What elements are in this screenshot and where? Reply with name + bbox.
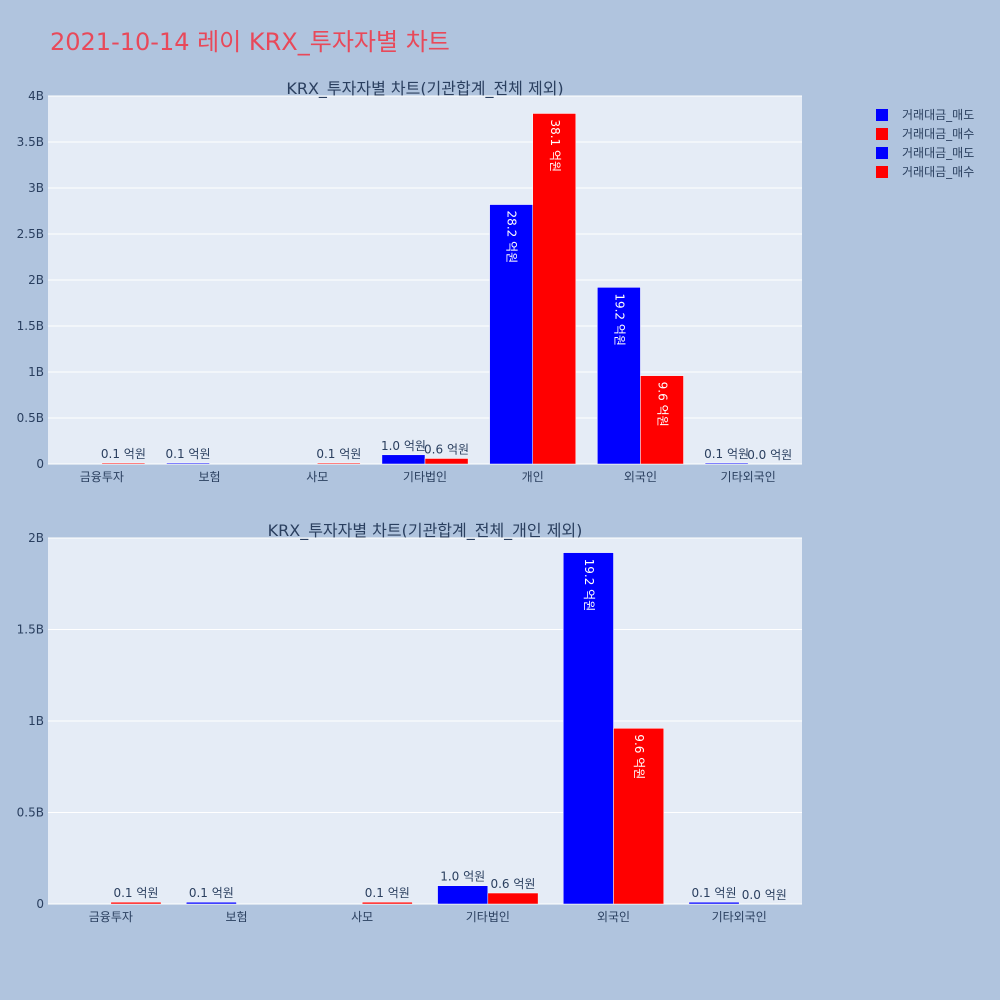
- bar-data-label: 0.1 억원: [113, 886, 158, 900]
- y-tick-label: 0.5B: [17, 806, 44, 820]
- y-tick-label: 4B: [28, 89, 44, 103]
- y-tick-label: 1B: [28, 714, 44, 728]
- x-tick-label: 기타법인: [403, 470, 447, 484]
- bar-data-label: 0.1 억원: [101, 447, 146, 461]
- bar-data-label: 0.1 억원: [189, 886, 234, 900]
- y-tick-label: 3B: [28, 181, 44, 195]
- bar-buy: [487, 892, 539, 905]
- bar-data-label: 0.1 억원: [316, 447, 361, 461]
- bar-data-label: 0.6 억원: [424, 442, 469, 456]
- bar-data-label: 0.0 억원: [747, 448, 792, 462]
- x-tick-label: 금융투자: [80, 470, 124, 484]
- chart-title: KRX_투자자별 차트(기관합계_전체 제외): [286, 79, 563, 99]
- bar-data-label: 19.2 억원: [612, 293, 626, 346]
- bar-data-label: 0.6 억원: [490, 877, 535, 891]
- bar-buy: [640, 375, 684, 465]
- y-tick-label: 2.5B: [17, 227, 44, 241]
- legend-item[interactable]: 거래대금_매수: [902, 165, 974, 179]
- bar-data-label: 1.0 억원: [381, 439, 426, 453]
- bar-buy: [613, 728, 665, 905]
- legend-item[interactable]: 거래대금_매도: [902, 108, 974, 122]
- x-tick-label: 기타외국인: [712, 910, 767, 924]
- y-tick-label: 1B: [28, 365, 44, 379]
- x-tick-label: 사모: [306, 470, 328, 484]
- bar-sell: [489, 204, 533, 465]
- y-tick-label: 3.5B: [17, 135, 44, 149]
- bar-data-label: 28.2 억원: [505, 211, 519, 264]
- bar-sell: [704, 462, 749, 465]
- legend-swatch: [876, 128, 888, 140]
- bar-data-label: 9.6 억원: [632, 734, 646, 779]
- legend-swatch: [876, 166, 888, 178]
- bar-data-label: 0.1 억원: [692, 886, 737, 900]
- bar-sell: [437, 885, 489, 905]
- bar-buy: [101, 462, 146, 465]
- y-tick-label: 0: [36, 897, 44, 911]
- bar-data-label: 9.6 억원: [655, 382, 669, 427]
- bar-buy: [424, 458, 469, 465]
- y-tick-label: 1.5B: [17, 623, 44, 637]
- legend-item[interactable]: 거래대금_매도: [902, 146, 974, 160]
- bar-buy: [110, 901, 162, 905]
- bar-data-label: 0.1 억원: [704, 447, 749, 461]
- bar-buy: [317, 462, 361, 465]
- x-tick-label: 외국인: [597, 910, 630, 924]
- y-tick-label: 2B: [28, 531, 44, 545]
- bar-sell: [688, 901, 740, 905]
- bar-data-label: 0.1 억원: [365, 886, 410, 900]
- x-tick-label: 개인: [522, 470, 544, 484]
- x-tick-label: 외국인: [624, 470, 657, 484]
- legend-swatch: [876, 147, 888, 159]
- y-tick-label: 0: [36, 457, 44, 471]
- x-tick-label: 기타법인: [466, 910, 510, 924]
- y-tick-label: 2B: [28, 273, 44, 287]
- x-tick-label: 기타외국인: [721, 470, 776, 484]
- x-tick-label: 보험: [199, 470, 221, 484]
- chart-title: KRX_투자자별 차트(기관합계_전체_개인 제외): [268, 521, 583, 541]
- bar-data-label: 0.1 억원: [166, 447, 211, 461]
- x-tick-label: 보험: [225, 910, 247, 924]
- bar-buy: [532, 113, 577, 465]
- y-tick-label: 1.5B: [17, 319, 44, 333]
- legend-item[interactable]: 거래대금_매수: [902, 127, 974, 141]
- bar-data-label: 38.1 억원: [548, 119, 562, 172]
- bar-sell: [166, 462, 210, 465]
- bar-buy: [361, 901, 413, 905]
- legend-swatch: [876, 109, 888, 121]
- x-tick-label: 사모: [351, 910, 373, 924]
- chart-top: KRX_투자자별 차트(기관합계_전체 제외) 0 0.5B 1B 1.5B 2B 2.5B…: [17, 79, 802, 484]
- page-title: 2021-10-14 레이 KRX_투자자별 차트: [50, 28, 450, 56]
- bar-data-label: 0.0 억원: [742, 888, 787, 902]
- bar-sell: [185, 901, 237, 905]
- bar-data-label: 1.0 억원: [440, 870, 485, 884]
- y-tick-label: 0.5B: [17, 411, 44, 425]
- bar-data-label: 19.2 억원: [582, 559, 596, 612]
- bar-sell: [597, 287, 641, 465]
- x-tick-label: 금융투자: [89, 910, 133, 924]
